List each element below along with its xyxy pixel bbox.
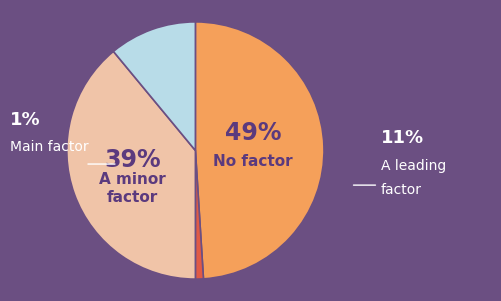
Text: 1%: 1% — [10, 111, 41, 129]
Wedge shape — [195, 22, 324, 279]
Text: 11%: 11% — [381, 129, 424, 147]
Text: No factor: No factor — [213, 154, 293, 169]
Text: A minor
factor: A minor factor — [99, 172, 166, 205]
Text: 49%: 49% — [225, 121, 282, 145]
Text: Main factor: Main factor — [10, 141, 89, 154]
Wedge shape — [67, 51, 195, 279]
Text: factor: factor — [381, 183, 422, 197]
Text: A leading: A leading — [381, 159, 446, 172]
Wedge shape — [113, 22, 195, 150]
Wedge shape — [195, 150, 203, 279]
Text: 39%: 39% — [104, 148, 161, 172]
